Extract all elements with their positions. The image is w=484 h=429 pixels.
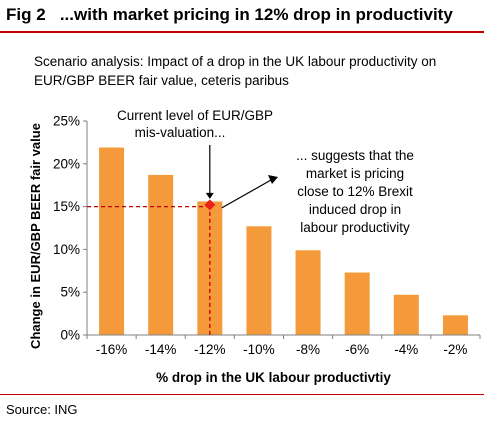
- annotation-arrowhead-down: [205, 192, 214, 199]
- bar--10%: [246, 226, 272, 335]
- y-tick-label: 10%: [53, 242, 80, 257]
- annotation-suggests: ... suggests that the market is pricing cl…: [296, 148, 414, 235]
- x-tick-label: -8%: [296, 342, 320, 357]
- x-tick-label: -14%: [145, 342, 177, 357]
- y-tick-label: 20%: [53, 156, 80, 171]
- footer-rule: [0, 394, 484, 395]
- y-axis-title: Change in EUR/GBP BEER fair value: [28, 123, 43, 349]
- annotation-arrow-right: [221, 179, 272, 209]
- x-tick-label: -4%: [394, 342, 418, 357]
- figure-title: Fig 2 ...with market pricing in 12% drop…: [6, 5, 453, 24]
- y-tick-label: 15%: [53, 199, 80, 214]
- x-tick-label: -16%: [96, 342, 128, 357]
- current-level-marker: [204, 199, 216, 211]
- x-tick-label: -12%: [194, 342, 226, 357]
- y-tick-label: 5%: [60, 285, 80, 300]
- bar-chart: 0% 5% 10% 15% 20% 25% -16% -14% -12% -10% -8% -6% -4…: [28, 108, 481, 385]
- bar--16%: [99, 147, 125, 335]
- y-tick-label: 25%: [53, 114, 80, 129]
- bar--4%: [393, 294, 419, 335]
- chart-subtitle: Scenario analysis: Impact of a drop in t…: [34, 54, 437, 88]
- bar--2%: [442, 315, 468, 335]
- y-tick-label: 0%: [60, 328, 80, 343]
- annotation-current-level: Current level of EUR/GBP mis-valuation...: [117, 108, 273, 140]
- annotation-arrowhead-right: [268, 175, 278, 184]
- x-tick-label: -6%: [345, 342, 369, 357]
- bar--14%: [148, 174, 174, 335]
- source-note: Source: ING: [6, 402, 78, 417]
- x-tick-label: -10%: [243, 342, 275, 357]
- title-rule: [0, 31, 484, 33]
- bar--6%: [344, 272, 370, 335]
- bar--8%: [295, 250, 321, 335]
- x-axis-title: % drop in the UK labour productivtiy: [156, 370, 391, 385]
- x-tick-label: -2%: [443, 342, 467, 357]
